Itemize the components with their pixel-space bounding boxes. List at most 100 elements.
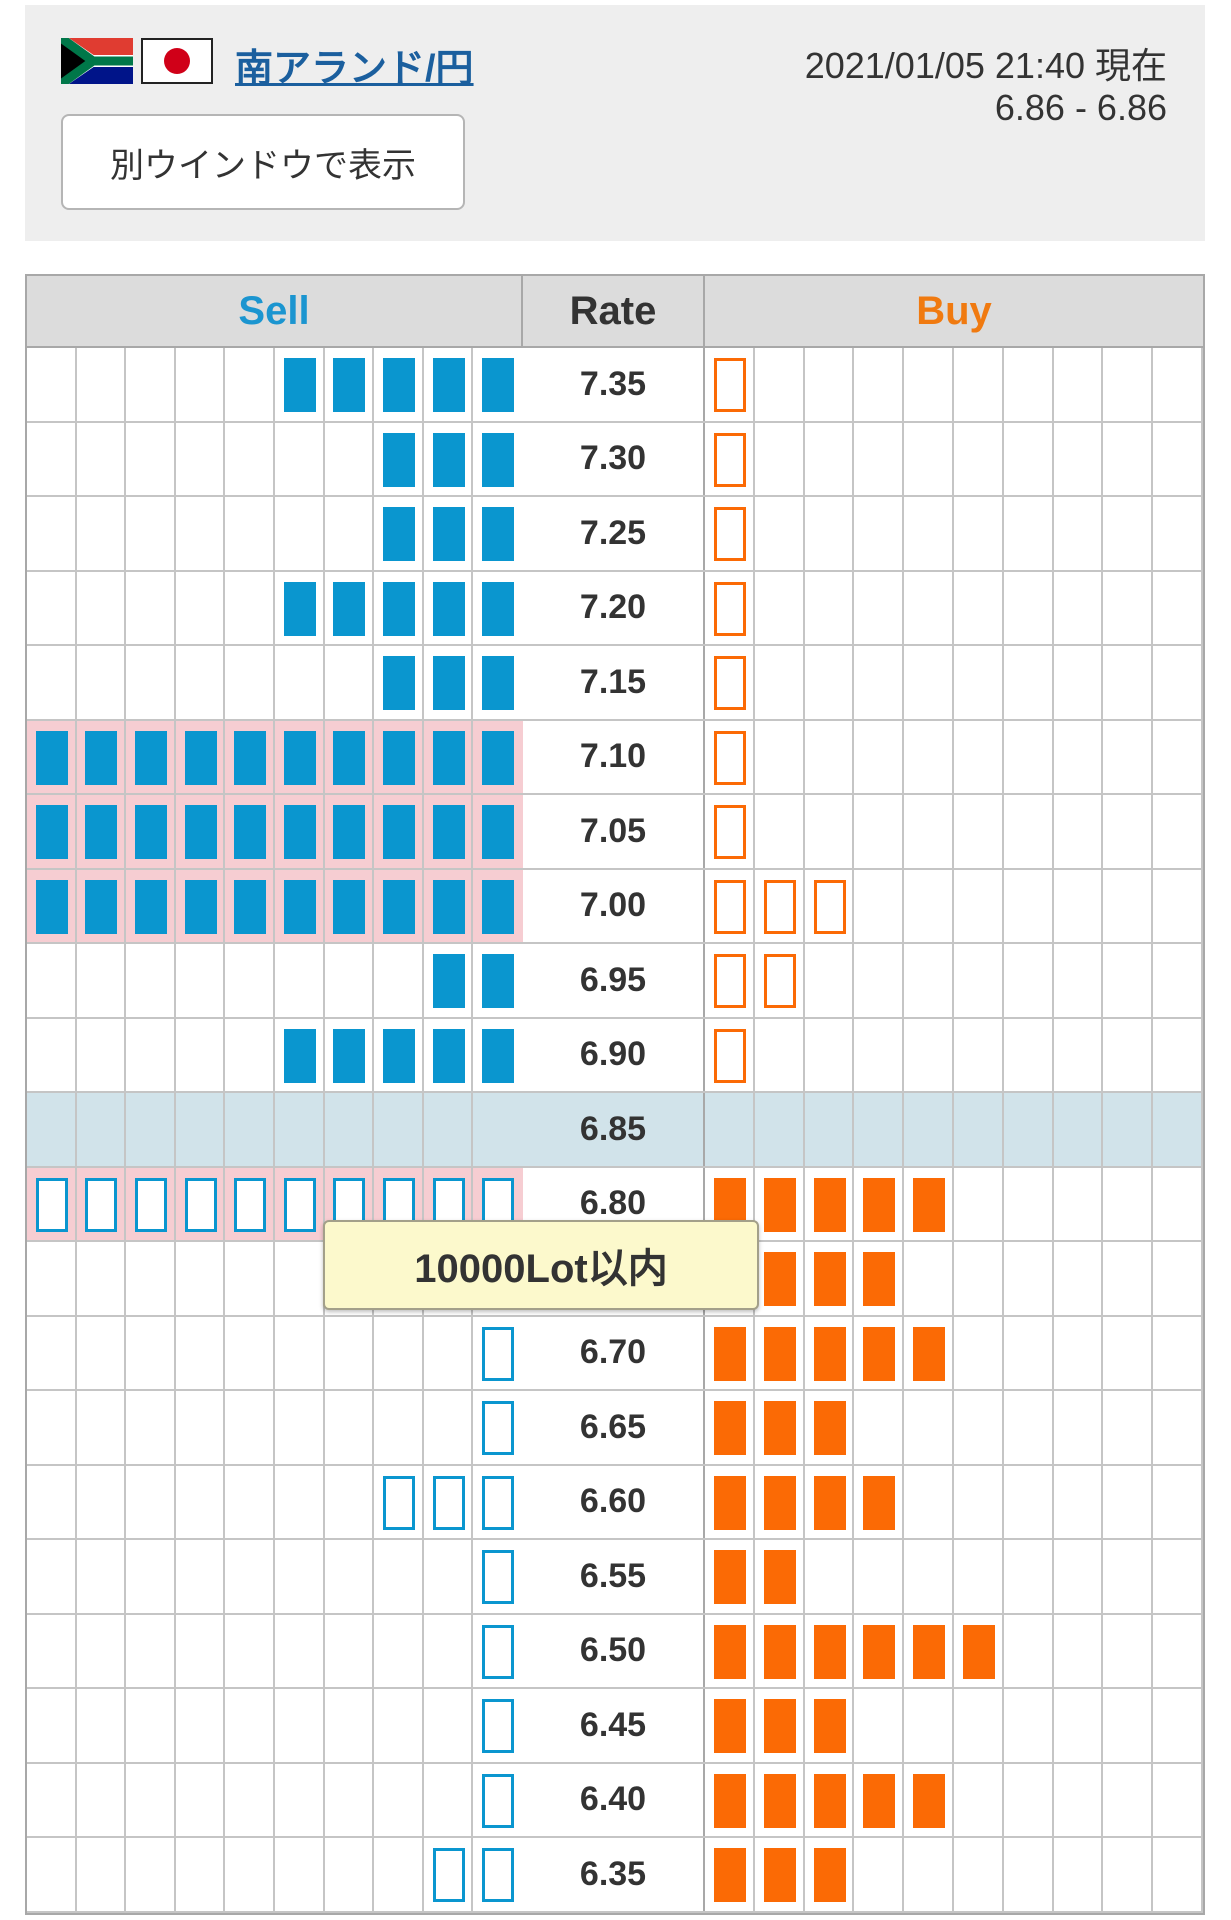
buy-grid-cell bbox=[1153, 1242, 1203, 1315]
sell-grid-cell bbox=[424, 422, 474, 495]
sell-volume-block bbox=[482, 1401, 515, 1455]
buy-volume-block bbox=[763, 1773, 796, 1828]
sell-grid-cell bbox=[225, 1614, 275, 1687]
buy-grid-cell bbox=[755, 1093, 805, 1166]
sell-grid-cell bbox=[126, 422, 176, 495]
buy-grid-cell bbox=[1004, 422, 1054, 495]
buy-grid-cell bbox=[755, 571, 805, 644]
sell-grid-cell bbox=[225, 1093, 275, 1166]
buy-grid-cell bbox=[904, 1465, 954, 1538]
rate-value: 6.40 bbox=[523, 1763, 705, 1836]
sell-volume-block bbox=[432, 581, 465, 636]
buy-grid-cell bbox=[1054, 571, 1104, 644]
buy-grid-cell bbox=[1103, 1242, 1154, 1315]
sell-volume-block bbox=[35, 730, 68, 785]
buy-grid-cell bbox=[904, 720, 954, 793]
sell-volume-block bbox=[383, 656, 415, 710]
buy-grid-cell bbox=[904, 1018, 954, 1091]
sell-grid-cell bbox=[225, 1316, 275, 1389]
sell-grid-cell bbox=[225, 944, 275, 1017]
buy-grid-cell bbox=[854, 795, 905, 868]
currency-pair-link[interactable]: 南アランド/円 bbox=[235, 48, 474, 90]
sell-volume-block bbox=[234, 730, 267, 785]
sell-volume-block bbox=[482, 954, 515, 1008]
buy-grid-cell bbox=[904, 1093, 954, 1166]
buy-volume-block bbox=[713, 432, 746, 487]
sell-grid-cell bbox=[176, 944, 226, 1017]
sell-volume-block bbox=[184, 805, 217, 859]
rate-value: 7.20 bbox=[523, 571, 705, 644]
sell-volume-block bbox=[432, 954, 465, 1008]
buy-grid-cell bbox=[1103, 944, 1154, 1017]
sell-volume-block bbox=[135, 879, 167, 934]
sell-volume-block bbox=[432, 358, 465, 412]
sell-grid-cell bbox=[77, 646, 127, 719]
sell-grid-cell bbox=[424, 1763, 474, 1836]
open-window-button[interactable]: 別ウインドウで表示 bbox=[61, 114, 465, 210]
buy-grid-cell bbox=[854, 1838, 905, 1911]
sell-grid-cell bbox=[225, 1763, 275, 1836]
sell-grid-cell bbox=[126, 1689, 176, 1762]
sell-volume-block bbox=[85, 879, 118, 934]
sell-volume-block bbox=[482, 581, 515, 636]
sell-grid-cell bbox=[176, 1316, 226, 1389]
sell-grid-cell bbox=[325, 571, 375, 644]
buy-grid-cell bbox=[904, 1689, 954, 1762]
rate-value: 7.30 bbox=[523, 422, 705, 495]
sell-grid-cell bbox=[225, 497, 275, 570]
rate-row: 6.70 bbox=[27, 1316, 1203, 1391]
sell-volume-block bbox=[432, 805, 465, 859]
sell-grid-cell bbox=[176, 571, 226, 644]
rate-column-header: Rate bbox=[523, 276, 705, 346]
sell-grid-cell bbox=[325, 1316, 375, 1389]
buy-volume-block bbox=[763, 1326, 796, 1381]
sell-grid-cell bbox=[275, 422, 325, 495]
buy-grid-cell bbox=[1153, 1391, 1203, 1464]
buy-grid-cell bbox=[1054, 1465, 1104, 1538]
sell-volume-block bbox=[432, 879, 465, 934]
sell-grid-cell bbox=[176, 1465, 226, 1538]
sell-grid-cell bbox=[27, 944, 77, 1017]
buy-grid-cell bbox=[1004, 1763, 1054, 1836]
sell-grid-cell bbox=[77, 497, 127, 570]
buy-column-header: Buy bbox=[916, 288, 992, 333]
buy-grid-cell bbox=[1103, 1540, 1154, 1613]
buy-grid-cell bbox=[954, 1167, 1004, 1240]
buy-grid-cell bbox=[1153, 646, 1203, 719]
buy-grid-cell bbox=[854, 1614, 905, 1687]
sell-volume-block bbox=[383, 1028, 415, 1083]
rate-row: 7.05 bbox=[27, 795, 1203, 870]
sell-volume-block bbox=[482, 1326, 515, 1381]
buy-grid-cell bbox=[1004, 646, 1054, 719]
buy-volume-block bbox=[813, 1624, 846, 1679]
sell-grid-cell bbox=[275, 1242, 325, 1315]
buy-grid-cell bbox=[854, 1018, 905, 1091]
buy-grid-cell bbox=[1004, 1093, 1054, 1166]
buy-grid-cell bbox=[755, 944, 805, 1017]
buy-volume-block bbox=[713, 730, 746, 785]
buy-grid-cell bbox=[954, 1242, 1004, 1315]
sell-grid-cell bbox=[374, 1763, 424, 1836]
sell-grid-cell bbox=[424, 1316, 474, 1389]
buy-volume-block bbox=[763, 1401, 796, 1455]
buy-volume-block bbox=[713, 1624, 746, 1679]
buy-volume-block bbox=[813, 1773, 846, 1828]
sell-volume-block bbox=[184, 879, 217, 934]
sell-grid-cell bbox=[176, 646, 226, 719]
buy-grid-cell bbox=[1153, 348, 1203, 421]
buy-grid-cell bbox=[954, 795, 1004, 868]
buy-grid-cell bbox=[904, 497, 954, 570]
buy-grid-cell bbox=[1103, 1316, 1154, 1389]
buy-grid-cell bbox=[1054, 646, 1104, 719]
buy-grid-cell bbox=[755, 1614, 805, 1687]
sell-grid-cell bbox=[424, 944, 474, 1017]
sell-grid-cell bbox=[27, 1242, 77, 1315]
buy-grid-cell bbox=[954, 571, 1004, 644]
buy-volume-block bbox=[913, 1326, 946, 1381]
buy-grid-cell bbox=[1004, 720, 1054, 793]
sell-volume-block bbox=[35, 805, 68, 859]
buy-grid-cell bbox=[854, 571, 905, 644]
buy-grid-cell bbox=[1004, 1540, 1054, 1613]
buy-grid-cell bbox=[805, 1465, 855, 1538]
buy-grid-cell bbox=[904, 1316, 954, 1389]
